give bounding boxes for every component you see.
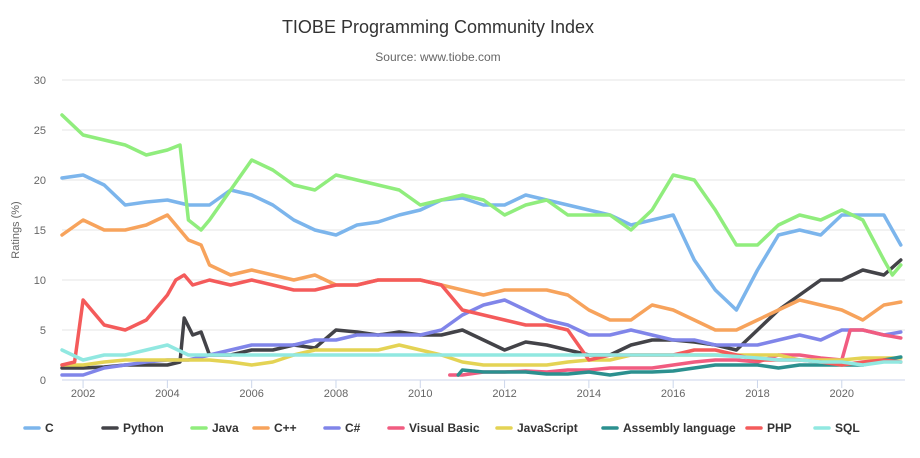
x-tick-label: 2004 (155, 388, 179, 400)
x-tick-label: 2016 (661, 388, 685, 400)
series-line-assembly-language[interactable] (456, 355, 903, 377)
chart-subtitle: Source: www.tiobe.com (375, 50, 500, 64)
y-tick-label: 30 (34, 75, 46, 87)
series-line-java[interactable] (60, 113, 903, 277)
legend-label: Assembly language (623, 421, 736, 435)
series-line-python[interactable] (60, 258, 903, 370)
legend-label: JavaScript (517, 421, 578, 435)
legend-label: C (45, 421, 54, 435)
grid (62, 79, 905, 381)
series-line-sql[interactable] (60, 343, 903, 367)
legend-item-c-[interactable]: C# (323, 421, 361, 435)
legend-label: Python (123, 421, 164, 435)
x-tick-label: 2006 (239, 388, 263, 400)
legend-item-php[interactable]: PHP (745, 421, 792, 435)
legend-label: PHP (767, 421, 792, 435)
y-tick-label: 5 (40, 325, 46, 337)
series-line-php[interactable] (60, 273, 903, 367)
legend-item-assembly-language[interactable]: Assembly language (601, 421, 736, 435)
series-line-javascript[interactable] (60, 343, 903, 367)
legend-item-c-[interactable]: C++ (252, 421, 297, 435)
legend-label: C++ (274, 421, 297, 435)
series-line-c-[interactable] (60, 213, 903, 332)
legend-item-java[interactable]: Java (190, 421, 239, 435)
y-tick-label: 25 (34, 125, 46, 137)
x-tick-label: 2010 (408, 388, 432, 400)
series-line-visual-basic[interactable] (448, 328, 903, 377)
legend-item-visual-basic[interactable]: Visual Basic (387, 421, 480, 435)
x-tick-label: 2002 (71, 388, 95, 400)
y-tick-label: 20 (34, 175, 46, 187)
legend-label: SQL (835, 421, 860, 435)
legend-label: Visual Basic (409, 421, 480, 435)
legend-label: C# (345, 421, 361, 435)
y-axis-ticks: 0 5 10 15 20 25 30 (34, 75, 46, 387)
x-tick-label: 2012 (492, 388, 516, 400)
y-tick-label: 0 (40, 375, 46, 387)
x-tick-label: 2008 (324, 388, 348, 400)
series-line-c[interactable] (60, 173, 903, 312)
legend-item-sql[interactable]: SQL (813, 421, 860, 435)
chart-title: TIOBE Programming Community Index (282, 17, 594, 37)
y-tick-label: 10 (34, 275, 46, 287)
x-axis-ticks: 2002 2004 2006 2008 2010 2012 2014 2016 2018 2020 (71, 380, 854, 400)
legend-label: Java (212, 421, 239, 435)
legend-item-javascript[interactable]: JavaScript (495, 421, 578, 435)
legend[interactable]: C Python Java C++ C# Visual Basic JavaScript As… (23, 421, 860, 435)
series-lines (60, 113, 903, 377)
x-tick-label: 2014 (577, 388, 601, 400)
x-tick-label: 2020 (830, 388, 854, 400)
x-tick-label: 2018 (745, 388, 769, 400)
legend-item-python[interactable]: Python (101, 421, 164, 435)
y-tick-label: 15 (34, 225, 46, 237)
y-axis-label: Ratings (%) (10, 201, 22, 258)
legend-item-c[interactable]: C (23, 421, 54, 435)
